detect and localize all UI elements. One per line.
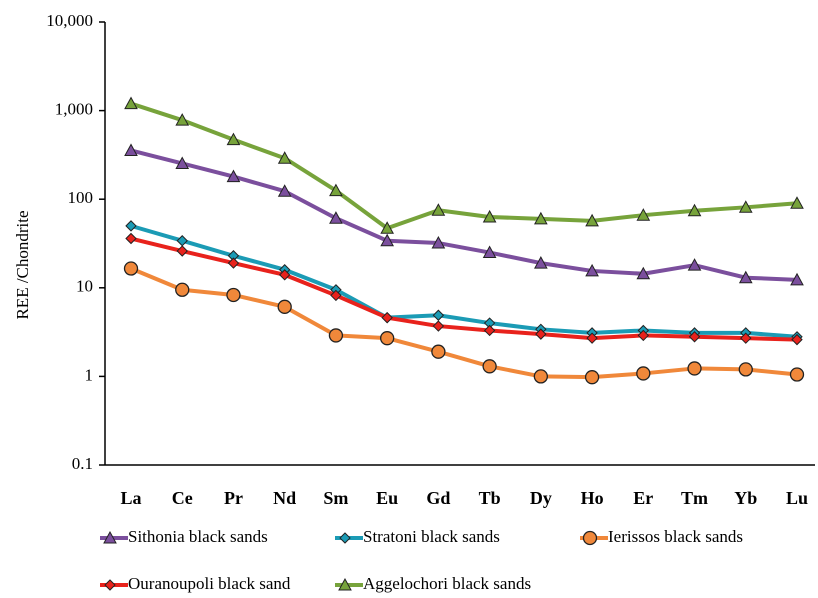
series-line [130, 266, 798, 380]
legend-marker [103, 530, 117, 544]
y-tick-label: 10 [76, 277, 93, 296]
y-tick-label: 10,000 [46, 11, 93, 30]
marker [432, 320, 445, 332]
x-tick-label: Sm [323, 488, 348, 508]
marker [227, 257, 240, 269]
legend-label: Ierissos black sands [608, 527, 743, 546]
x-tick-label: Tm [681, 488, 708, 508]
marker [329, 183, 343, 197]
marker [585, 213, 599, 227]
marker [585, 263, 599, 277]
marker [483, 324, 496, 337]
x-tick-label: Er [633, 488, 653, 508]
marker [175, 282, 190, 297]
marker [738, 200, 753, 213]
marker [482, 359, 497, 374]
marker [226, 132, 241, 146]
legend-marker [339, 532, 351, 544]
x-tick-label: Eu [376, 488, 398, 508]
series-line [130, 223, 798, 339]
marker [328, 328, 344, 343]
marker [329, 211, 343, 224]
marker [176, 235, 188, 247]
marker [586, 332, 598, 344]
marker [278, 269, 291, 281]
x-tick-label: Tb [479, 488, 501, 508]
y-axis-label: REE /Chondrite [13, 210, 32, 319]
marker [535, 328, 547, 340]
y-tick-label: 100 [68, 188, 94, 207]
y-tick-label: 1,000 [55, 100, 93, 119]
x-tick-label: Lu [786, 488, 808, 508]
marker [380, 221, 394, 234]
marker [533, 369, 548, 384]
marker [175, 156, 190, 169]
marker [789, 367, 805, 382]
x-tick-label: Dy [530, 488, 552, 508]
marker [687, 361, 702, 376]
marker [381, 311, 393, 324]
x-tick-label: Yb [734, 488, 757, 508]
x-tick-label: Gd [426, 488, 450, 508]
marker [740, 332, 752, 344]
legend-marker [104, 579, 116, 591]
marker [636, 366, 651, 381]
marker [482, 245, 497, 259]
x-tick-label: Nd [273, 488, 296, 508]
marker [534, 211, 548, 225]
marker [330, 289, 342, 302]
series-line [130, 236, 798, 342]
legend-label: Aggelochori black sands [363, 574, 531, 593]
x-tick-label: Ho [581, 488, 604, 508]
marker [790, 272, 804, 286]
y-tick-label: 0.1 [72, 454, 93, 473]
marker [124, 143, 138, 156]
marker [687, 203, 702, 217]
marker [226, 169, 241, 183]
marker [124, 96, 138, 110]
marker [636, 266, 651, 280]
marker [431, 203, 446, 216]
marker [125, 232, 137, 245]
marker [380, 233, 394, 247]
marker [584, 370, 600, 385]
marker [790, 196, 804, 209]
series-line [130, 101, 798, 231]
x-tick-label: Ce [172, 488, 193, 508]
marker [688, 331, 701, 343]
marker [277, 184, 292, 197]
marker [738, 270, 753, 284]
legend-label: Sithonia black sands [128, 527, 268, 546]
marker [226, 287, 241, 303]
marker [791, 333, 803, 346]
marker [482, 209, 497, 223]
x-tick-label: Pr [224, 488, 243, 508]
x-tick-label: La [120, 488, 141, 508]
marker [277, 151, 292, 164]
marker [431, 344, 446, 359]
marker [738, 362, 753, 377]
marker [123, 261, 139, 276]
marker [175, 113, 190, 126]
marker [176, 245, 188, 257]
legend-label: Stratoni black sands [363, 527, 500, 546]
y-tick-label: 1 [85, 365, 94, 384]
marker [125, 220, 137, 232]
marker [380, 331, 395, 346]
marker [431, 235, 446, 249]
series-line [130, 148, 798, 282]
marker [277, 299, 292, 314]
marker [432, 309, 445, 321]
legend-marker [582, 530, 598, 546]
marker [636, 208, 651, 221]
marker [534, 256, 548, 269]
marker [637, 329, 650, 342]
legend-marker [338, 577, 352, 591]
marker [687, 258, 702, 271]
legend-label: Ouranoupoli black sand [128, 574, 291, 593]
